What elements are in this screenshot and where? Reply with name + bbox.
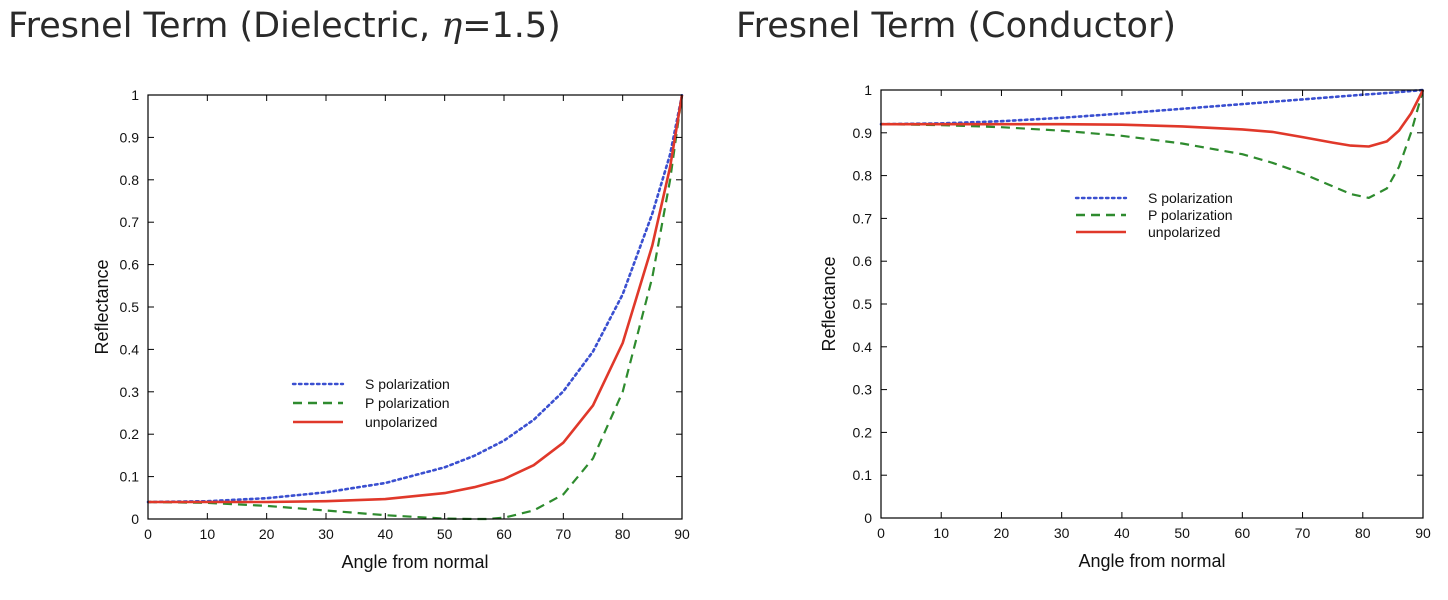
- legend-label-s-polarization: S polarization: [1148, 190, 1233, 206]
- x-tick-label: 30: [318, 526, 334, 542]
- x-tick-label: 70: [1295, 525, 1311, 541]
- legend-label-p-polarization: P polarization: [1148, 207, 1233, 223]
- x-tick-label: 10: [933, 525, 949, 541]
- left-title-suffix: =1.5): [462, 6, 561, 46]
- x-tick-label: 70: [556, 526, 572, 542]
- x-tick-label: 10: [200, 526, 216, 542]
- legend-label-unpolarized: unpolarized: [1148, 224, 1220, 240]
- y-tick-label: 0.2: [853, 424, 873, 440]
- x-tick-label: 40: [1114, 525, 1130, 541]
- x-tick-label: 90: [674, 526, 690, 542]
- y-tick-label: 0.4: [120, 341, 140, 357]
- y-tick-label: 0.6: [120, 257, 140, 273]
- x-tick-label: 80: [1355, 525, 1371, 541]
- x-tick-label: 60: [1235, 525, 1251, 541]
- x-axis-label: Angle from normal: [1078, 551, 1225, 571]
- x-tick-label: 20: [994, 525, 1010, 541]
- series-line-unpolarized: [148, 94, 684, 504]
- left-title-eta: η: [441, 6, 463, 46]
- series-line-s-polarization: [879, 88, 1425, 126]
- x-tick-label: 0: [144, 526, 152, 542]
- y-axis-label: Reflectance: [819, 256, 839, 351]
- x-tick-label: 50: [1174, 525, 1190, 541]
- x-tick-label: 50: [437, 526, 453, 542]
- legend-label-unpolarized: unpolarized: [365, 414, 437, 430]
- plot-frame: [147, 94, 683, 520]
- x-tick-label: 80: [615, 526, 631, 542]
- series-line-unpolarized: [881, 89, 1425, 148]
- y-tick-label: 1: [864, 82, 872, 98]
- chart-2: 0 10 20 30 40 50 60 70 80 90 0 0.1 0.2 0.3 0.4 0.5 0.6 0.…: [819, 82, 1431, 571]
- series-line-s-polarization: [146, 93, 684, 504]
- y-tick-label: 0.3: [120, 384, 140, 400]
- y-tick-label: 0: [864, 510, 872, 526]
- left-title-prefix: Fresnel Term (Dielectric,: [8, 6, 442, 46]
- right-chart-title: Fresnel Term (Conductor): [736, 6, 1177, 46]
- x-tick-label: 60: [496, 526, 512, 542]
- x-axis-label: Angle from normal: [341, 552, 488, 572]
- legend-label-p-polarization: P polarization: [365, 395, 450, 411]
- y-axis-label: Reflectance: [92, 259, 112, 354]
- left-chart-title: Fresnel Term (Dielectric, η=1.5): [8, 6, 561, 46]
- y-tick-label: 0.4: [853, 339, 873, 355]
- y-tick-label: 0.1: [120, 469, 140, 485]
- x-tick-label: 0: [877, 525, 885, 541]
- y-tick-label: 0.5: [853, 296, 873, 312]
- x-tick-label: 40: [378, 526, 394, 542]
- x-tick-label: 90: [1415, 525, 1431, 541]
- y-tick-label: 0.9: [120, 129, 140, 145]
- y-tick-label: 0.6: [853, 253, 873, 269]
- legend: S polarization P polarization unpolarized: [291, 376, 450, 430]
- x-tick-label: 30: [1054, 525, 1070, 541]
- legend-label-s-polarization: S polarization: [365, 376, 450, 392]
- y-tick-label: 1: [131, 87, 139, 103]
- plot-frame: [880, 89, 1424, 519]
- y-tick-label: 0.1: [853, 467, 873, 483]
- y-tick-label: 0.7: [120, 214, 140, 230]
- y-tick-label: 0.8: [120, 172, 140, 188]
- y-tick-label: 0.9: [853, 125, 873, 141]
- x-tick-label: 20: [259, 526, 275, 542]
- series-line-p-polarization: [147, 94, 684, 521]
- y-tick-label: 0.3: [853, 382, 873, 398]
- y-tick-label: 0.8: [853, 168, 873, 184]
- y-tick-label: 0: [131, 511, 139, 527]
- y-tick-label: 0.2: [120, 426, 140, 442]
- chart-1: 0 10 20 30 40 50 60 70 80 90 0 0.1 0.2 0.3 0.4 0.5 0.6 0.…: [92, 87, 690, 572]
- y-tick-label: 0.5: [120, 299, 140, 315]
- series-line-p-polarization: [880, 89, 1425, 199]
- y-tick-label: 0.7: [853, 210, 873, 226]
